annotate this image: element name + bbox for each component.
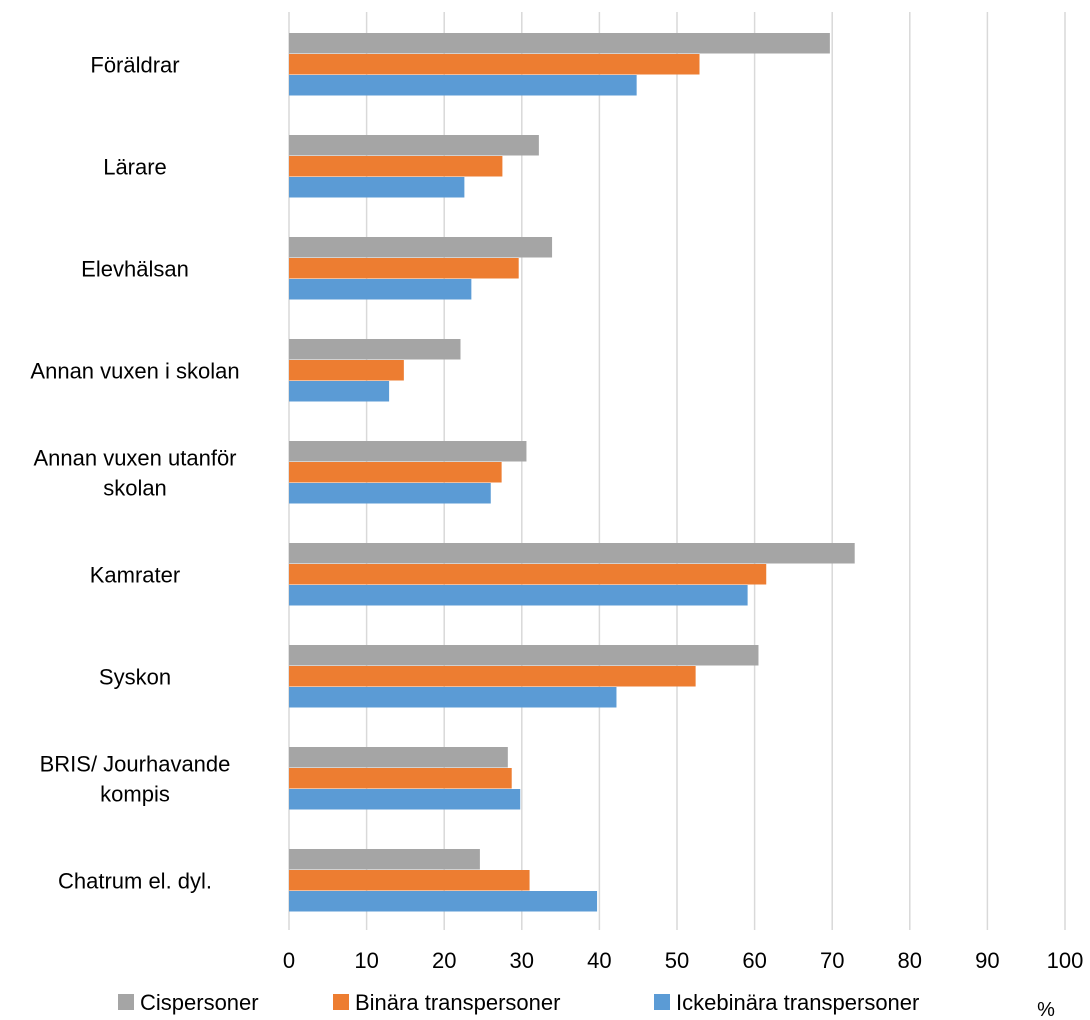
category-label: Chatrum el. dyl. <box>58 869 212 894</box>
bar-cispersoner <box>289 135 539 156</box>
category-label: Syskon <box>99 665 171 690</box>
legend-label: Ickebinära transpersoner <box>676 990 919 1015</box>
x-tick-label: 100 <box>1047 948 1084 973</box>
bars <box>289 33 855 912</box>
legend-label: Cispersoner <box>140 990 259 1015</box>
bar-ickebinära-transpersoner <box>289 177 465 198</box>
bar-binära-transpersoner <box>289 870 530 891</box>
bar-cispersoner <box>289 237 553 258</box>
bar-binära-transpersoner <box>289 360 404 381</box>
bar-binära-transpersoner <box>289 258 519 279</box>
category-labels: Föräldrar Lärare Elevhälsan Annan vuxen i s… <box>30 53 239 894</box>
x-tick-label: 30 <box>510 948 534 973</box>
legend-label: Binära transpersoner <box>355 990 560 1015</box>
x-tick-label: 0 <box>283 948 295 973</box>
bar-ickebinära-transpersoner <box>289 585 748 606</box>
category-label: Kamrater <box>90 563 180 588</box>
legend-swatch <box>654 994 670 1010</box>
bar-ickebinära-transpersoner <box>289 483 491 504</box>
bar-binära-transpersoner <box>289 54 700 75</box>
category-label: BRIS/ Jourhavande kompis <box>40 752 231 807</box>
bar-ickebinära-transpersoner <box>289 891 598 912</box>
bar-cispersoner <box>289 33 830 54</box>
bar-cispersoner <box>289 645 759 666</box>
bar-binära-transpersoner <box>289 666 696 687</box>
legend: Cispersoner Binära transpersoner Ickebinär… <box>118 990 919 1015</box>
bar-ickebinära-transpersoner <box>289 789 521 810</box>
bar-binära-transpersoner <box>289 156 503 177</box>
bar-cispersoner <box>289 339 461 360</box>
x-axis-unit: % <box>1037 999 1055 1020</box>
x-tick-label: 90 <box>975 948 999 973</box>
bar-ickebinära-transpersoner <box>289 687 617 708</box>
x-tick-label: 80 <box>898 948 922 973</box>
x-tick-label: 60 <box>742 948 766 973</box>
bar-ickebinära-transpersoner <box>289 381 390 402</box>
bar-cispersoner <box>289 747 508 768</box>
category-label: Elevhälsan <box>81 257 189 282</box>
bar-cispersoner <box>289 849 480 870</box>
category-label: Annan vuxen utanför skolan <box>33 446 236 501</box>
x-tick-label: 50 <box>665 948 689 973</box>
legend-swatch <box>118 994 134 1010</box>
bar-ickebinära-transpersoner <box>289 75 637 96</box>
bar-binära-transpersoner <box>289 462 502 483</box>
x-tick-label: 20 <box>432 948 456 973</box>
x-tick-label: 70 <box>820 948 844 973</box>
x-tick-label: 40 <box>587 948 611 973</box>
bar-ickebinära-transpersoner <box>289 279 472 300</box>
x-tick-labels: 0 10 20 30 40 50 60 70 80 90 100 <box>283 948 1083 973</box>
bar-binära-transpersoner <box>289 768 512 789</box>
x-tick-label: 10 <box>354 948 378 973</box>
bar-cispersoner <box>289 441 527 462</box>
category-label: Annan vuxen i skolan <box>30 359 239 384</box>
bar-cispersoner <box>289 543 855 564</box>
bar-binära-transpersoner <box>289 564 767 585</box>
legend-swatch <box>333 994 349 1010</box>
category-label: Lärare <box>103 155 167 180</box>
category-label: Föräldrar <box>90 53 179 78</box>
